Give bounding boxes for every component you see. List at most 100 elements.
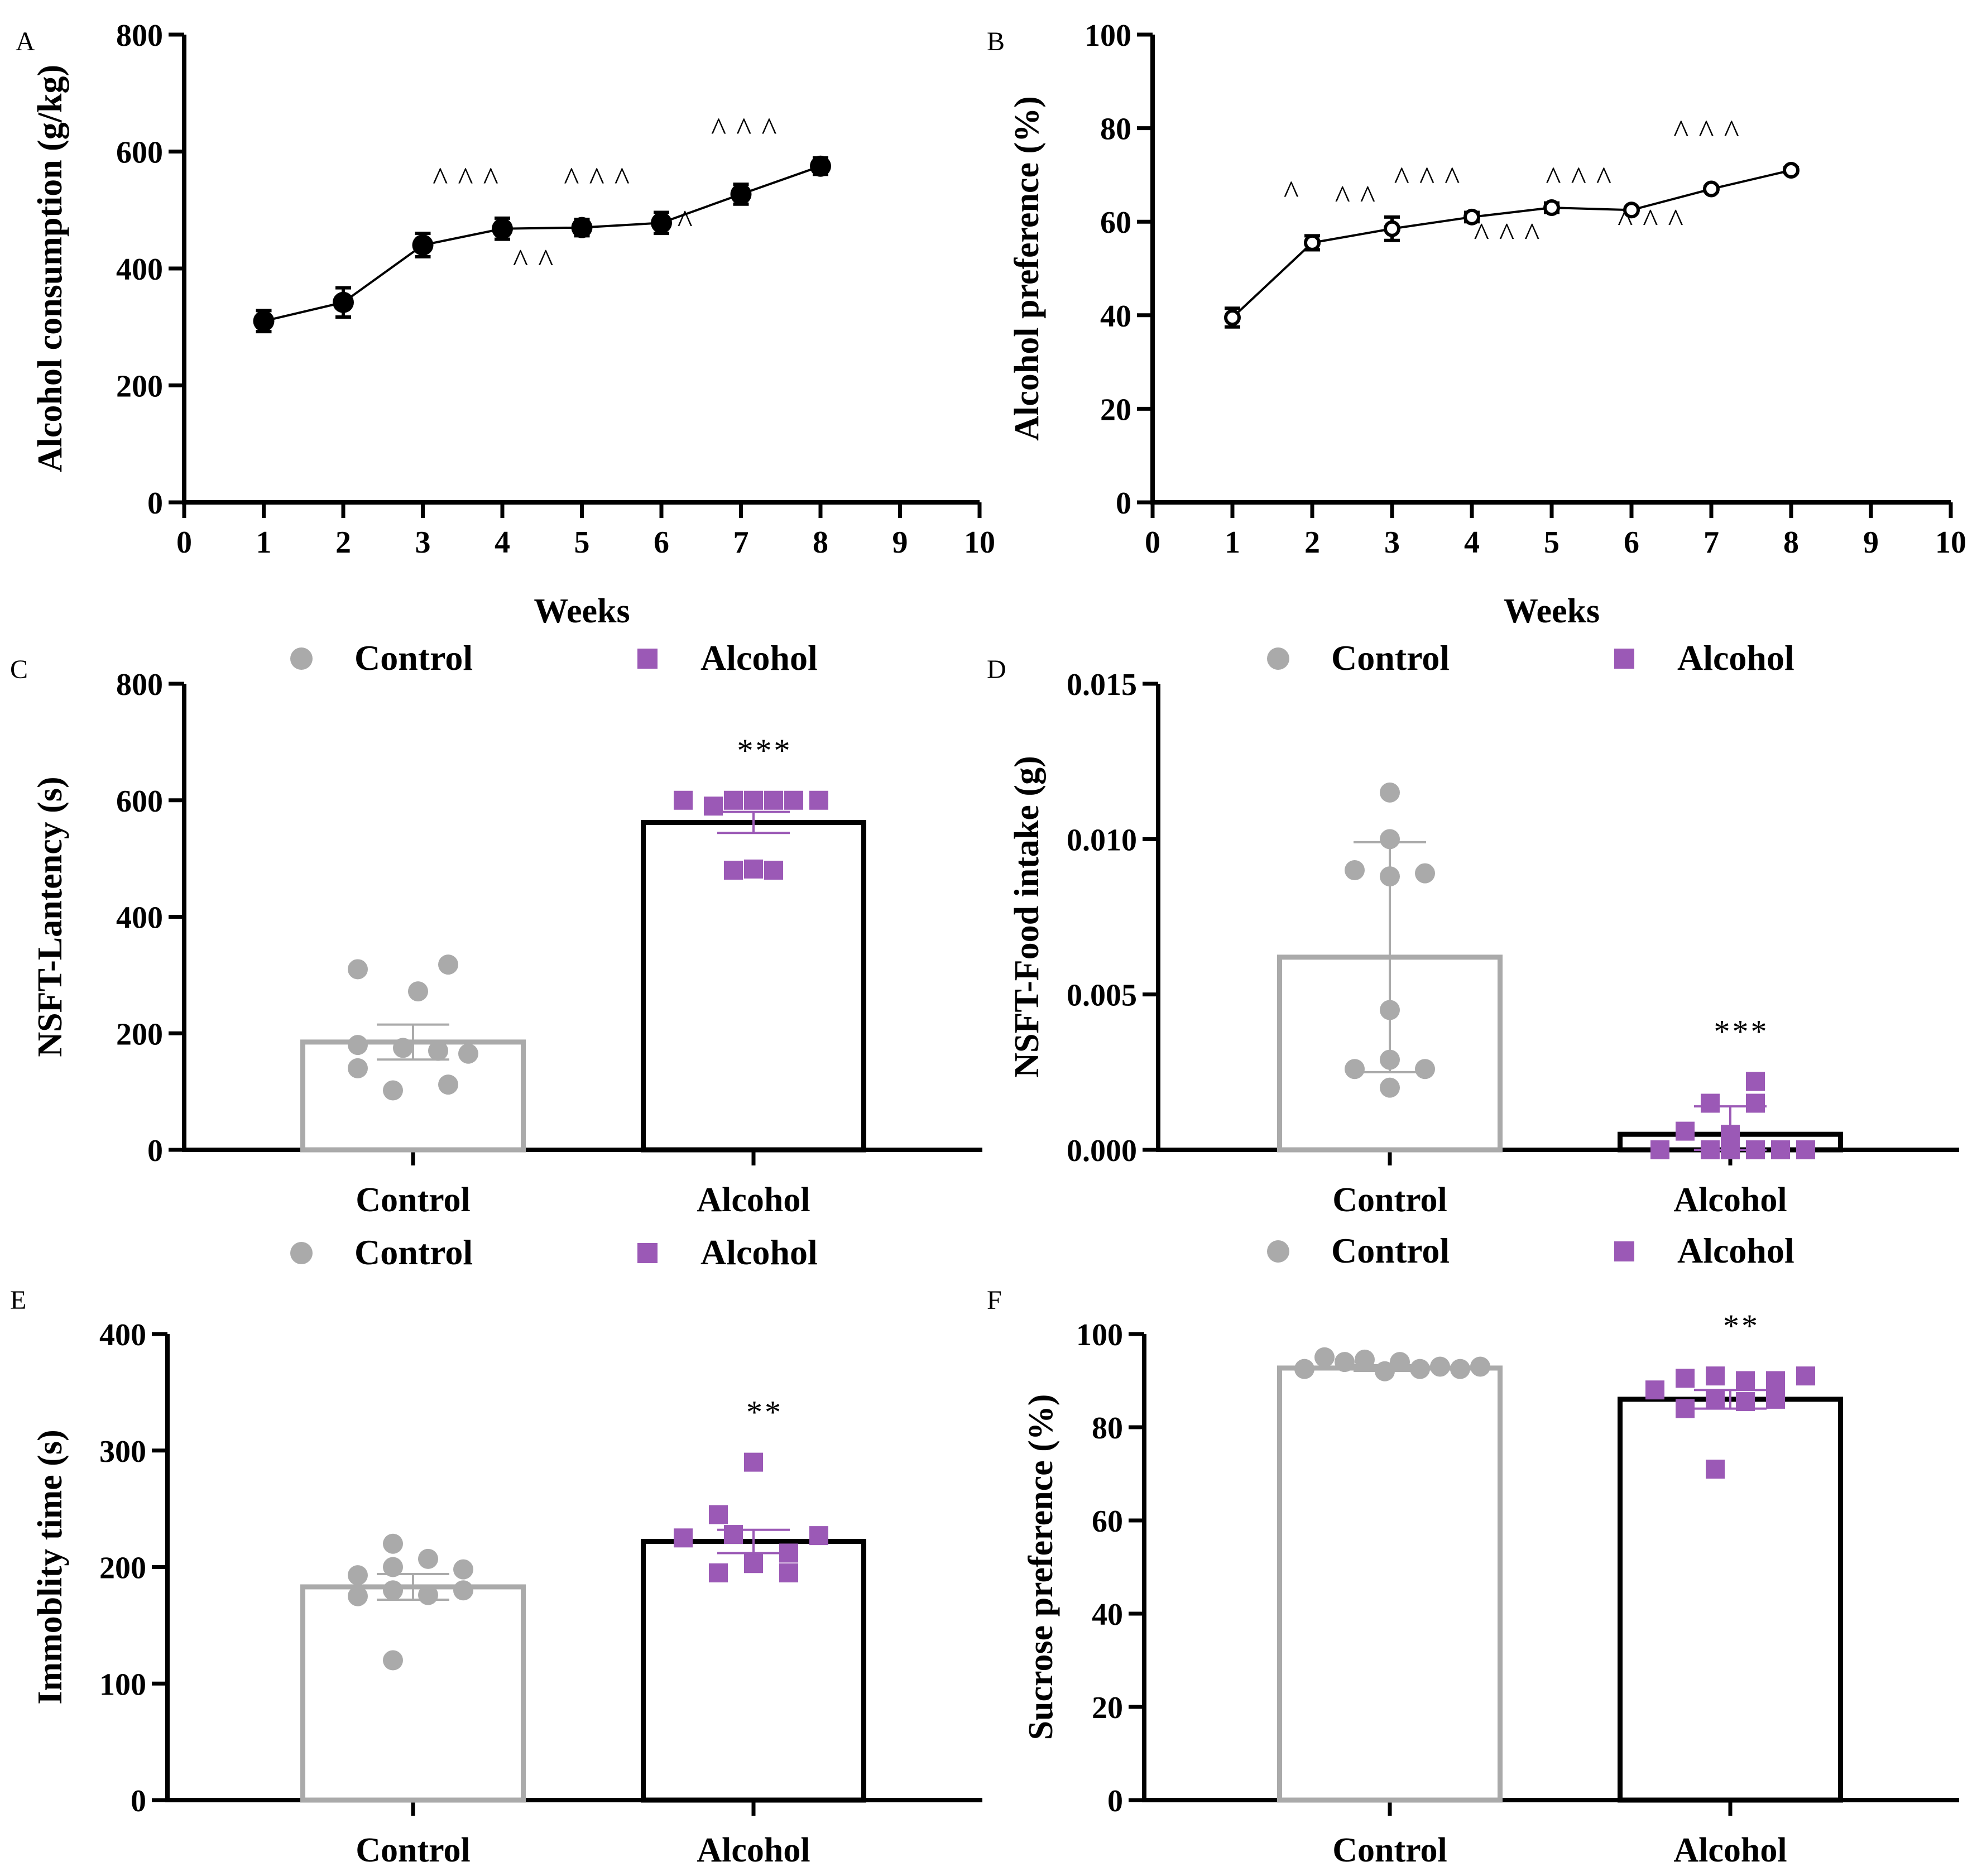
data-point xyxy=(1543,199,1560,217)
legend-marker-alcohol xyxy=(637,1243,658,1263)
series-line xyxy=(263,165,821,323)
significance-marker: ** xyxy=(746,1394,783,1431)
y-tick-label: 0.005 xyxy=(1067,978,1137,1013)
data-point-alcohol xyxy=(1650,1140,1669,1159)
y-tick-label: 200 xyxy=(99,1551,146,1586)
data-point-alcohol xyxy=(724,790,743,810)
significance-marker: ^^^ xyxy=(433,161,508,197)
data-point-control xyxy=(1430,1356,1450,1377)
data-point-control xyxy=(1450,1359,1470,1379)
data-point-alcohol xyxy=(1645,1380,1664,1400)
data-point-control xyxy=(418,1548,438,1569)
y-tick-label: 800 xyxy=(116,668,163,702)
significance-marker: ** xyxy=(1723,1308,1760,1344)
data-point-control xyxy=(458,1043,478,1064)
bar-control xyxy=(300,1584,526,1803)
x-tick-label: 7 xyxy=(1704,525,1719,560)
category-label: Alcohol xyxy=(697,1181,810,1219)
data-point xyxy=(571,217,593,238)
panel-label: E xyxy=(10,1285,26,1315)
data-point xyxy=(1703,180,1720,198)
significance-marker: ^^ xyxy=(1335,179,1385,215)
data-point-control xyxy=(1314,1347,1335,1368)
data-point-alcohol xyxy=(779,1543,798,1563)
data-point xyxy=(1304,234,1321,251)
data-point-alcohol xyxy=(1746,1093,1765,1113)
x-tick-label: 8 xyxy=(813,525,828,560)
data-point-control xyxy=(1380,866,1400,887)
data-point-control xyxy=(1410,1359,1430,1379)
data-point-alcohol xyxy=(1771,1140,1790,1159)
data-point-alcohol xyxy=(674,1528,693,1548)
significance-marker: *** xyxy=(1714,1014,1769,1050)
significance-marker: ^^^ xyxy=(1618,202,1693,238)
significance-marker: ^ xyxy=(1284,174,1309,210)
data-point-control xyxy=(348,1565,368,1586)
data-point-control xyxy=(1335,1352,1355,1373)
category-label: Alcohol xyxy=(1673,1831,1787,1869)
y-tick-label: 0 xyxy=(147,1134,163,1168)
legend-label: Control xyxy=(1331,638,1450,678)
y-tick-label: 0.010 xyxy=(1067,823,1137,857)
data-point-alcohol xyxy=(1676,1399,1695,1418)
data-point-alcohol xyxy=(1796,1366,1815,1386)
y-tick-label: 60 xyxy=(1092,1504,1123,1539)
y-tick-label: 100 xyxy=(1085,18,1131,53)
data-point-alcohol xyxy=(744,859,763,879)
panel-d: D 0.000 0.005 0.010 0.015 NSFT-Food intake (g… xyxy=(987,638,1959,1219)
data-point-control xyxy=(1390,1352,1410,1373)
data-point-control xyxy=(1415,1059,1435,1079)
data-point xyxy=(412,234,434,256)
significance-marker: ^^ xyxy=(652,203,702,239)
data-point-alcohol xyxy=(784,790,803,810)
category-label: Alcohol xyxy=(1673,1181,1787,1219)
data-point-control xyxy=(1415,863,1435,884)
legend-label: Control xyxy=(354,1232,473,1272)
data-point-control xyxy=(1355,1349,1375,1370)
data-point xyxy=(492,218,513,239)
data-point-control xyxy=(393,1038,413,1058)
data-point-alcohol xyxy=(1701,1093,1720,1113)
panel-f: F 0 20 40 60 80 100 Sucrose preference (%) Contr… xyxy=(987,1231,1959,1869)
y-tick-label: 40 xyxy=(1100,299,1131,334)
data-point-alcohol xyxy=(1676,1369,1695,1388)
data-point-alcohol xyxy=(809,1526,828,1546)
panel-b: B 0 20 40 60 80 100 Alcohol preference (%) 0 1 2 3 4… xyxy=(987,18,1966,630)
data-point-control xyxy=(383,1580,403,1601)
legend-label: Control xyxy=(1331,1231,1450,1270)
y-tick-label: 100 xyxy=(1076,1318,1123,1352)
data-point-alcohol xyxy=(704,797,723,816)
bar-alcohol xyxy=(1618,1397,1843,1803)
y-tick-label: 20 xyxy=(1092,1691,1123,1725)
x-tick-label: 6 xyxy=(654,525,669,560)
data-point-control xyxy=(348,1058,368,1078)
data-point-alcohol xyxy=(724,1525,743,1544)
data-point-alcohol xyxy=(1766,1389,1785,1409)
legend-label: Alcohol xyxy=(1677,1231,1794,1270)
data-point-control xyxy=(383,1533,403,1554)
significance-marker: ^^ xyxy=(513,242,563,279)
y-tick-label: 60 xyxy=(1100,205,1131,240)
x-tick-label: 6 xyxy=(1624,525,1639,560)
x-tick-label: 3 xyxy=(415,525,431,560)
data-point-alcohol xyxy=(709,1505,728,1524)
significance-marker: ^^^ xyxy=(1546,160,1621,196)
data-point xyxy=(651,212,672,234)
y-axis-label: NSFT-Food intake (g) xyxy=(1008,756,1046,1077)
y-tick-label: 80 xyxy=(1100,112,1131,147)
data-point xyxy=(253,310,275,332)
legend-marker-alcohol xyxy=(1614,649,1634,669)
data-point-alcohol xyxy=(764,861,783,880)
category-label: Control xyxy=(1332,1181,1447,1219)
data-point-alcohol xyxy=(1706,1366,1725,1386)
data-point-control xyxy=(408,981,428,1002)
data-point-control xyxy=(453,1580,473,1601)
data-point xyxy=(730,183,752,205)
y-tick-label: 300 xyxy=(99,1434,146,1469)
panel-e: E 0 100 200 300 400 Immoblity time (s) Control A… xyxy=(10,1232,982,1869)
data-point xyxy=(1783,162,1800,179)
legend-marker-alcohol xyxy=(637,649,658,669)
y-tick-label: 200 xyxy=(116,370,163,404)
data-point-alcohol xyxy=(744,1554,763,1573)
y-tick-label: 80 xyxy=(1092,1411,1123,1446)
